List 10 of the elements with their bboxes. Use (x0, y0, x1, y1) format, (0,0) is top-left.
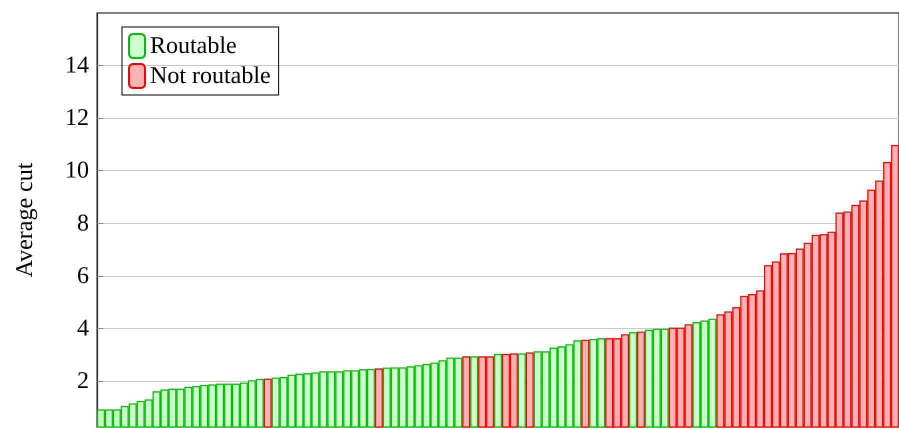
y-tick-label: 14 (65, 52, 89, 79)
legend-label: Routable (150, 33, 237, 59)
y-tick-label: 10 (65, 158, 89, 184)
legend-label: Not routable (150, 63, 271, 89)
y-tick-label: 8 (77, 210, 89, 236)
y-tick-label: 2 (77, 368, 89, 394)
y-tick-label: 12 (65, 105, 89, 132)
y-tick-label: 4 (77, 315, 89, 342)
y-tick-label: 6 (77, 262, 89, 289)
y-axis-title: Average cut (12, 162, 38, 278)
